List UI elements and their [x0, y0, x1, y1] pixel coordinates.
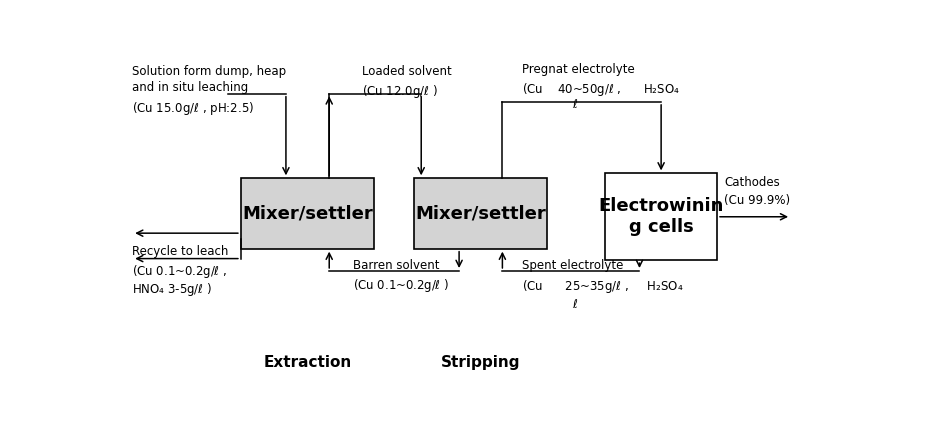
Text: Mixer/settler: Mixer/settler — [415, 204, 546, 222]
Text: and in situ leaching: and in situ leaching — [132, 81, 249, 94]
Text: HNO₄ 3-5g/$\ell$ ): HNO₄ 3-5g/$\ell$ ) — [132, 281, 212, 298]
Text: Loaded solvent: Loaded solvent — [361, 65, 452, 78]
Text: (Cu    40~50g/$\ell$ ,      H₂SO₄: (Cu 40~50g/$\ell$ , H₂SO₄ — [522, 81, 680, 98]
Text: (Cu 0.1~0.2g/$\ell$ ): (Cu 0.1~0.2g/$\ell$ ) — [353, 277, 450, 294]
Bar — [241, 178, 374, 249]
Text: (Cu      25~35g/$\ell$ ,     H₂SO₄: (Cu 25~35g/$\ell$ , H₂SO₄ — [522, 278, 683, 295]
Text: (Cu 12.0g/$\ell$ ): (Cu 12.0g/$\ell$ ) — [361, 83, 438, 100]
Text: (Cu 15.0g/$\ell$ , pH:2.5): (Cu 15.0g/$\ell$ , pH:2.5) — [132, 101, 254, 117]
Text: Electrowinin
g cells: Electrowinin g cells — [599, 197, 723, 236]
Text: Barren solvent: Barren solvent — [353, 259, 439, 272]
Text: (Cu 99.9%): (Cu 99.9%) — [724, 194, 790, 207]
Text: Pregnat electrolyte: Pregnat electrolyte — [522, 63, 635, 75]
Text: $\ell$: $\ell$ — [573, 98, 579, 111]
Text: Spent electrolyte: Spent electrolyte — [522, 259, 623, 272]
Text: $\ell$: $\ell$ — [573, 298, 579, 311]
Text: (Cu 0.1~0.2g/$\ell$ ,: (Cu 0.1~0.2g/$\ell$ , — [132, 263, 227, 280]
Text: Recycle to leach: Recycle to leach — [132, 245, 229, 258]
Bar — [605, 173, 717, 260]
Text: Stripping: Stripping — [441, 354, 520, 369]
Text: Solution form dump, heap: Solution form dump, heap — [132, 65, 287, 78]
Bar — [414, 178, 547, 249]
Text: Mixer/settler: Mixer/settler — [242, 204, 373, 222]
Text: Cathodes: Cathodes — [724, 176, 779, 189]
Text: Extraction: Extraction — [263, 354, 352, 369]
